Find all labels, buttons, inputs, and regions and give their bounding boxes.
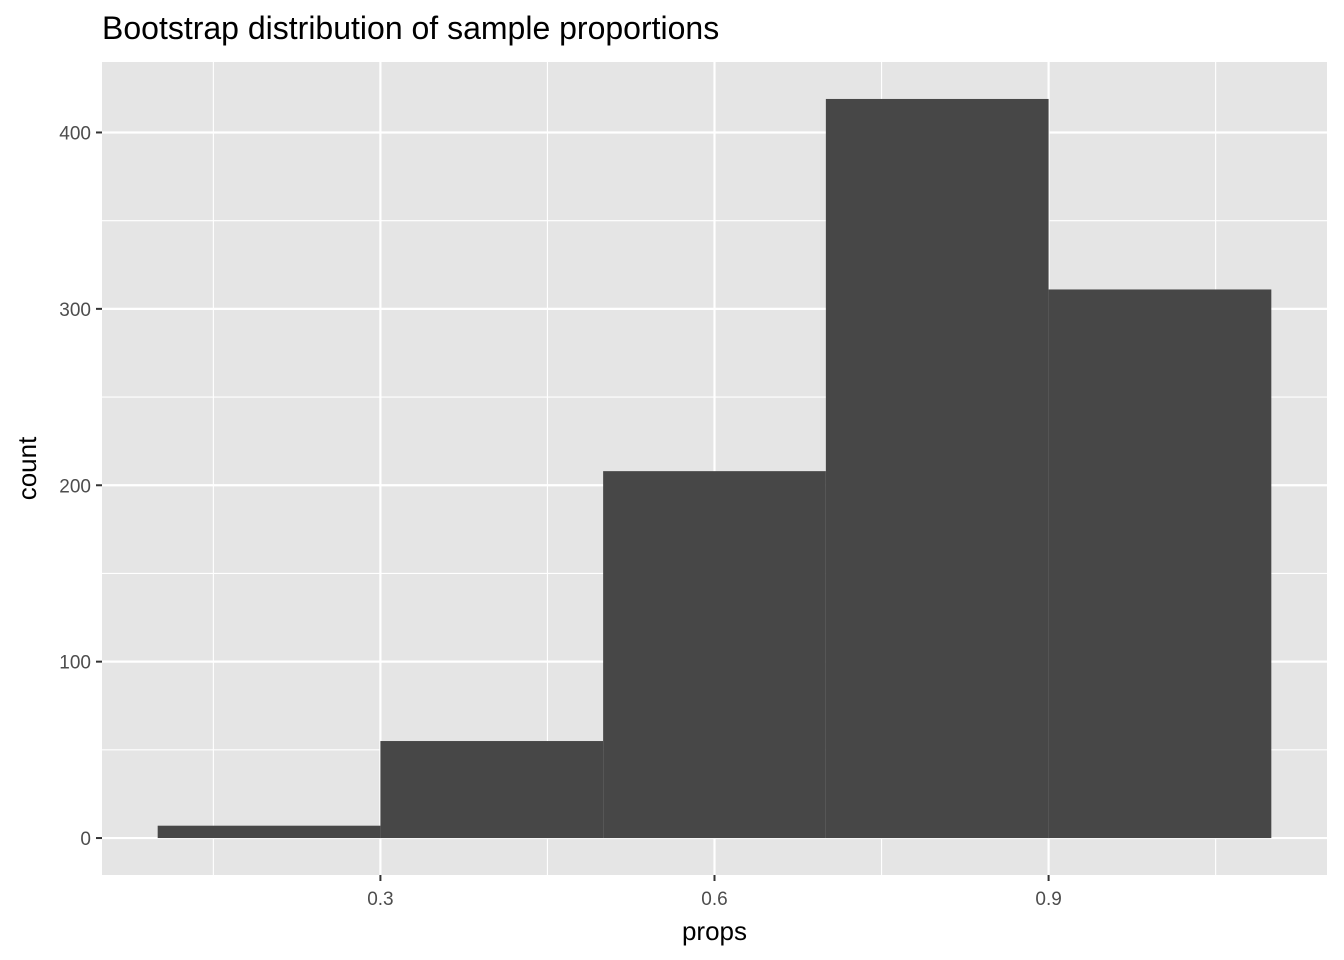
histogram-bar (825, 98, 1049, 839)
y-axis: 0 100 200 300 400 (59, 123, 102, 850)
y-axis-title: count (12, 436, 42, 500)
y-tick-label: 0 (80, 829, 91, 850)
histogram-bar (1048, 289, 1272, 839)
x-axis-title: props (682, 916, 747, 946)
x-tick-label: 0.6 (701, 889, 727, 910)
chart-title: Bootstrap distribution of sample proport… (102, 10, 719, 46)
x-axis: 0.3 0.6 0.9 (367, 875, 1062, 910)
histogram-bar (380, 741, 604, 839)
x-tick-label: 0.9 (1035, 889, 1061, 910)
y-tick-label: 200 (59, 476, 91, 497)
y-tick-label: 100 (59, 653, 91, 674)
x-tick-label: 0.3 (367, 889, 393, 910)
y-tick-label: 300 (59, 300, 91, 321)
histogram-bars (157, 98, 1272, 839)
histogram-bar (603, 471, 826, 839)
histogram-bar (157, 825, 381, 839)
y-tick-label: 400 (59, 123, 91, 144)
